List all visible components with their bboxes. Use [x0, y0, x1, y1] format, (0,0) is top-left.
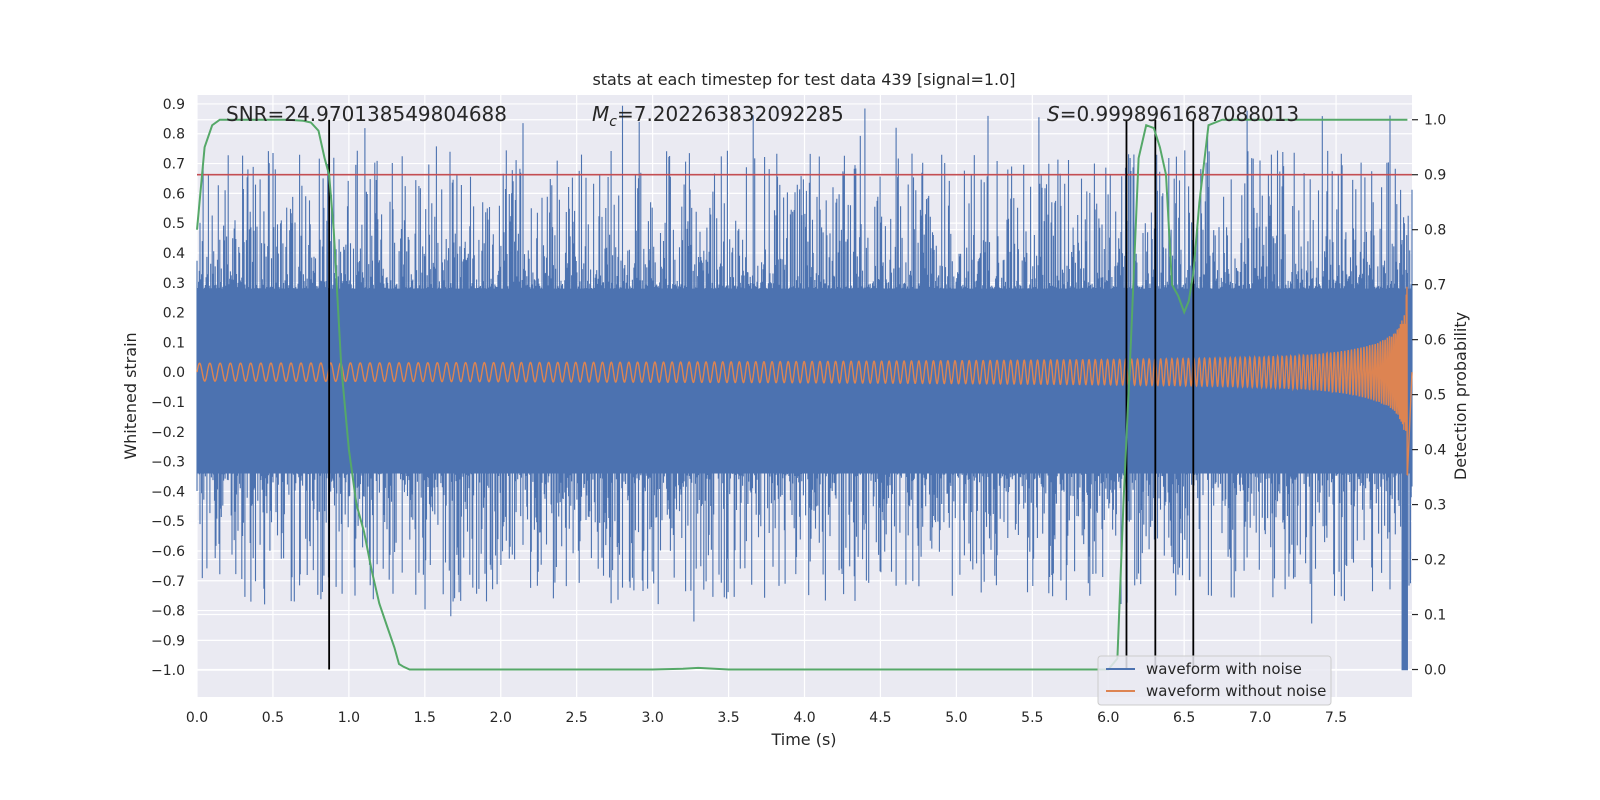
legend-label-clean: waveform without noise	[1146, 682, 1326, 700]
legend-label-noisy: waveform with noise	[1146, 660, 1302, 678]
x-tick-label-7: 3.5	[717, 710, 739, 726]
x-tick-label-0: 0.0	[186, 710, 208, 726]
y-tick-label-19: −1.0	[151, 663, 185, 679]
snr-annotation: SNR=24.970138549804688	[226, 102, 507, 126]
y2-tick-label-4: 0.6	[1424, 333, 1446, 349]
y2-tick-label-6: 0.4	[1424, 443, 1446, 459]
chirp-mass-value: =7.202263832092285	[617, 102, 844, 126]
y2-tick-label-9: 0.1	[1424, 608, 1446, 624]
reference-lines	[197, 119, 1412, 670]
x-tick-label-3: 1.5	[414, 710, 436, 726]
y-tick-label-4: 0.5	[163, 216, 185, 232]
legend: waveform with noise waveform without noi…	[1097, 655, 1332, 706]
chirp-mass-symbol: M	[592, 102, 609, 126]
chart-title: stats at each timestep for test data 439…	[592, 70, 1015, 89]
y-tick-label-13: −0.4	[151, 484, 185, 500]
x-tick-label-6: 3.0	[641, 710, 663, 726]
chirp-mass-annotation: Mc=7.202263832092285	[592, 102, 844, 130]
y2-tick-label-10: 0.0	[1424, 663, 1446, 679]
y2-tick-label-3: 0.7	[1424, 278, 1446, 294]
series-waveform-without-noise	[196, 286, 1413, 476]
x-tick-label-2: 1.0	[338, 710, 360, 726]
y-tick-label-9: 0.0	[163, 365, 185, 381]
y-tick-label-14: −0.5	[151, 514, 185, 530]
y2-tick-label-2: 0.8	[1424, 223, 1446, 239]
y-tick-label-17: −0.8	[151, 604, 185, 620]
y-tick-label-3: 0.6	[163, 186, 185, 202]
y2-tick-label-0: 1.0	[1424, 113, 1446, 129]
y2-tick-label-5: 0.5	[1424, 388, 1446, 404]
x-tick-label-9: 4.5	[869, 710, 891, 726]
x-tick-label-14: 7.0	[1249, 710, 1271, 726]
y-tick-label-6: 0.3	[163, 276, 185, 292]
y-tick-label-7: 0.2	[163, 306, 185, 322]
x-tick-label-12: 6.0	[1097, 710, 1119, 726]
y-tick-label-12: −0.3	[151, 455, 185, 471]
y-tick-label-18: −0.9	[151, 633, 185, 649]
x-tick-label-5: 2.5	[566, 710, 588, 726]
y-axis-label: Whitened strain	[121, 332, 140, 459]
y2-tick-label-7: 0.3	[1424, 498, 1446, 514]
y-tick-label-1: 0.8	[163, 127, 185, 143]
y-tick-label-15: −0.6	[151, 544, 185, 560]
y-tick-label-16: −0.7	[151, 574, 185, 590]
x-tick-label-1: 0.5	[262, 710, 284, 726]
x-tick-label-11: 5.5	[1021, 710, 1043, 726]
x-tick-label-15: 7.5	[1325, 710, 1347, 726]
legend-box	[1097, 655, 1332, 706]
y-tick-label-8: 0.1	[163, 335, 185, 351]
y2-axis-label: Detection probability	[1451, 312, 1470, 480]
x-tick-label-13: 6.5	[1173, 710, 1195, 726]
y-tick-label-5: 0.4	[163, 246, 185, 262]
y2-tick-label-8: 0.2	[1424, 553, 1446, 569]
x-tick-label-8: 4.0	[793, 710, 815, 726]
score-symbol: S	[1047, 102, 1060, 126]
score-value: =0.9998961687088013	[1060, 102, 1299, 126]
probability-line	[196, 118, 1408, 671]
y-tick-label-10: −0.1	[151, 395, 185, 411]
y2-tick-label-1: 0.9	[1424, 168, 1446, 184]
y-tick-label-0: 0.9	[163, 97, 185, 113]
chirp-mass-subscript: c	[609, 114, 617, 130]
score-annotation: S=0.9998961687088013	[1047, 102, 1299, 126]
y-tick-label-11: −0.2	[151, 425, 185, 441]
axis-ticks: 0.0 0.5 1.0 1.5 2.0 2.5 3.0 3.5 4.0 4.5 5.0 5.5 6.0 6…	[151, 97, 1446, 726]
series-detection-probability	[196, 118, 1408, 671]
x-axis-label: Time (s)	[770, 730, 836, 749]
clean-waveform-line	[196, 286, 1413, 476]
x-tick-label-10: 5.0	[945, 710, 967, 726]
x-tick-label-4: 2.0	[490, 710, 512, 726]
y-tick-label-2: 0.7	[163, 157, 185, 173]
